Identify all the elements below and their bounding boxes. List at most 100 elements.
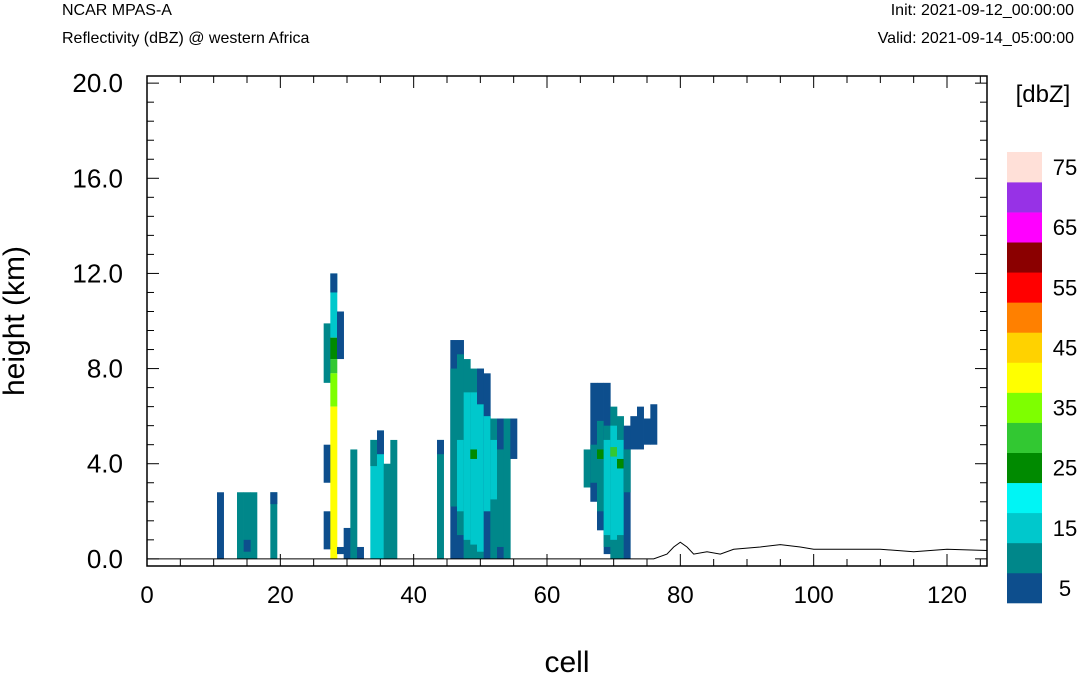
- valid-time: Valid: 2021-09-14_05:00:00: [877, 30, 1074, 47]
- colorbar-swatch: [1007, 332, 1042, 363]
- y-tick-label: 20.0: [72, 68, 123, 98]
- reflectivity-cell: [330, 273, 338, 293]
- reflectivity-cell: [597, 449, 604, 459]
- x-tick-label: 40: [400, 582, 427, 609]
- colorbar-swatch: [1007, 392, 1042, 423]
- colorbar-swatch: [1007, 482, 1042, 514]
- reflectivity-cell: [243, 492, 251, 559]
- reflectivity-cell: [483, 416, 491, 512]
- reflectivity-cell: [343, 527, 351, 559]
- reflectivity-cell: [250, 492, 258, 559]
- colorbar-label: 25: [1053, 456, 1077, 481]
- colorbar-label: 45: [1053, 335, 1077, 360]
- y-axis-title: height (km): [0, 246, 31, 396]
- colorbar-swatch: [1007, 422, 1042, 453]
- colorbar-label: 35: [1053, 396, 1077, 421]
- reflectivity-cell: [330, 406, 338, 559]
- reflectivity-cell: [377, 430, 384, 455]
- reflectivity-cell: [623, 449, 631, 493]
- reflectivity-cell: [330, 373, 338, 407]
- terrain-polyline: [147, 541, 988, 560]
- reflectivity-cell: [383, 463, 391, 559]
- colorbar: 5 15 25 35 45 55 65 75: [1007, 152, 1077, 604]
- reflectivity-cell: [603, 439, 611, 536]
- reflectivity-cell: [643, 418, 651, 445]
- colorbar-swatch: [1007, 302, 1042, 333]
- reflectivity-cell: [617, 458, 624, 469]
- reflectivity-cell: [583, 449, 591, 488]
- y-tick-label: 8.0: [87, 354, 123, 384]
- colorbar-swatch: [1007, 212, 1042, 243]
- colorbar-swatch: [1007, 152, 1042, 183]
- reflectivity-cell: [457, 439, 464, 512]
- reflectivity-cells: [217, 273, 658, 559]
- y-tick-label: 4.0: [87, 449, 123, 479]
- x-tick-label: 100: [794, 582, 834, 609]
- reflectivity-cell: [270, 492, 278, 505]
- colorbar-swatch: [1007, 272, 1042, 303]
- terrain-line: [147, 541, 988, 560]
- colorbar-swatch: [1007, 452, 1042, 484]
- reflectivity-cell: [437, 439, 444, 559]
- colorbar-swatch: [1007, 182, 1042, 213]
- reflectivity-cell: [590, 444, 598, 483]
- reflectivity-cell: [330, 337, 338, 360]
- reflectivity-cell: [437, 439, 444, 455]
- y-tick-label: 12.0: [72, 258, 123, 288]
- reflectivity-cell: [337, 311, 344, 360]
- x-tick-label: 20: [267, 582, 294, 609]
- reflectivity-cell: [323, 511, 331, 550]
- reflectivity-cell: [510, 418, 518, 459]
- colorbar-swatch: [1007, 542, 1042, 574]
- reflectivity-cell: [477, 368, 484, 405]
- reflectivity-cell: [217, 492, 224, 559]
- reflectivity-cell: [610, 447, 618, 457]
- colorbar-swatch: [1007, 572, 1042, 604]
- reflectivity-cell: [490, 439, 498, 500]
- reflectivity-cell: [617, 439, 624, 536]
- reflectivity-cell: [350, 449, 358, 559]
- colorbar-swatch: [1007, 242, 1042, 273]
- reflectivity-cell: [610, 425, 618, 540]
- reflectivity-cell: [637, 406, 644, 450]
- colorbar-label: 65: [1053, 215, 1077, 240]
- colorbar-unit-label: [dbZ]: [1016, 81, 1071, 108]
- model-title: NCAR MPAS-A: [62, 2, 172, 19]
- y-tick-labels: 0.0 4.0 8.0 12.0 16.0 20.0: [72, 68, 123, 574]
- x-tick-label: 80: [667, 582, 694, 609]
- reflectivity-cell: [450, 368, 458, 507]
- reflectivity-cell: [597, 420, 604, 512]
- reflectivity-cell: [330, 273, 338, 338]
- reflectivity-cell: [237, 492, 244, 559]
- reflectivity-cell: [330, 359, 338, 374]
- reflectivity-cell: [337, 546, 344, 555]
- reflectivity-cell: [497, 449, 504, 547]
- y-tick-label: 16.0: [72, 163, 123, 193]
- reflectivity-cell: [390, 439, 398, 559]
- init-time: Init: 2021-09-12_00:00:00: [890, 2, 1074, 19]
- x-tick-label: 120: [927, 582, 967, 609]
- reflectivity-cell: [470, 392, 478, 545]
- reflectivity-cell: [477, 404, 484, 552]
- reflectivity-cell: [630, 416, 638, 450]
- x-tick-label: 60: [534, 582, 561, 609]
- reflectivity-cell: [463, 392, 471, 540]
- colorbar-label: 55: [1053, 275, 1077, 300]
- reflectivity-cell: [370, 439, 378, 467]
- plot-frame: [146, 75, 988, 567]
- reflectivity-cell: [377, 430, 384, 559]
- x-tick-label: 0: [140, 582, 153, 609]
- reflectivity-cell: [370, 439, 378, 559]
- reflectivity-cell: [357, 546, 364, 559]
- reflectivity-cell: [590, 382, 598, 502]
- axis-ticks: [146, 76, 987, 566]
- colorbar-label: 5: [1059, 576, 1071, 601]
- colorbar-swatch: [1007, 362, 1042, 393]
- y-tick-label: 0.0: [87, 544, 123, 574]
- colorbar-label: 15: [1053, 516, 1077, 541]
- reflectivity-cell: [470, 449, 478, 459]
- x-tick-labels: 0 20 40 60 80 100 120: [140, 582, 967, 609]
- x-axis-title: cell: [544, 646, 589, 677]
- plot-subtitle: Reflectivity (dBZ) @ western Africa: [62, 30, 310, 47]
- reflectivity-cell: [270, 492, 278, 559]
